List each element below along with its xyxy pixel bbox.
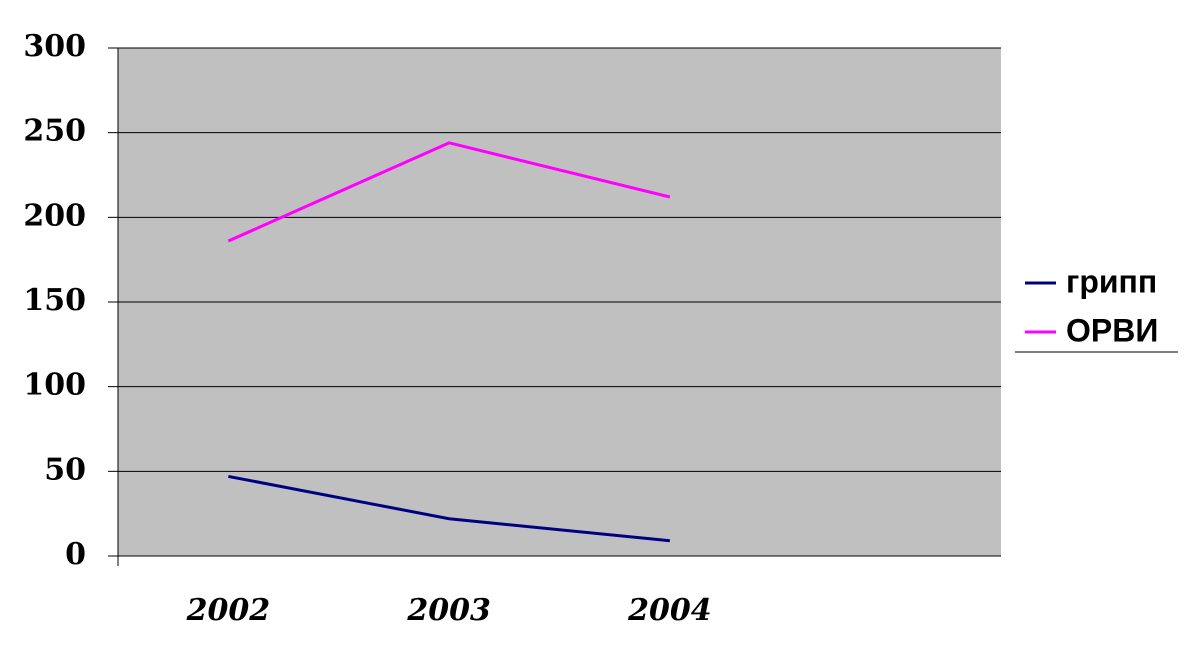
x-tick-label: 2003 — [406, 593, 491, 628]
y-tick-label: 0 — [65, 537, 86, 572]
series-line — [227, 141, 671, 243]
x-tick-label: 2004 — [627, 593, 712, 628]
y-tick-label: 100 — [23, 368, 86, 403]
y-tick-label: 250 — [23, 114, 86, 149]
y-tick-label: 50 — [44, 452, 86, 487]
y-tick-label: 300 — [23, 29, 86, 64]
x-tick-label: 2002 — [186, 593, 271, 628]
series-line — [228, 474, 671, 543]
legend-label: грипп — [1066, 263, 1157, 299]
y-tick-label: 150 — [23, 283, 86, 318]
legend-label: ОРВИ — [1066, 312, 1158, 348]
y-tick-label: 200 — [23, 198, 86, 233]
